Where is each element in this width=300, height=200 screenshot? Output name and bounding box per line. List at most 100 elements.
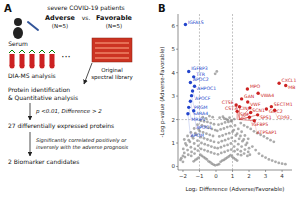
point: [230, 148, 233, 151]
person-body: [13, 27, 23, 39]
point: [236, 159, 239, 162]
point: [223, 144, 226, 147]
point: [251, 145, 254, 148]
highlighted-point: [189, 81, 192, 84]
x-tick: [182, 170, 183, 172]
annotation: Serum: [8, 40, 28, 47]
point-label: IGFALS: [188, 20, 204, 25]
point: [203, 143, 206, 146]
point: [247, 151, 250, 154]
tube-bottom: [10, 64, 15, 69]
point: [223, 151, 226, 154]
point: [183, 151, 186, 154]
point: [179, 159, 182, 162]
annotation: Protein identification: [8, 86, 70, 93]
point-label: ATPSAP1: [257, 130, 277, 135]
annotation: Original: [101, 67, 123, 74]
point: [228, 116, 231, 119]
point: [182, 160, 185, 163]
point-label: APOM: [190, 133, 204, 138]
point: [226, 119, 229, 122]
point: [246, 142, 249, 145]
point: [208, 115, 211, 118]
tube-cap: [9, 50, 15, 53]
point: [206, 121, 209, 124]
flow-arrow: [30, 132, 31, 156]
axes: −2−1012340123456: [172, 14, 293, 179]
label-leader: [190, 101, 193, 113]
y-tick-label: 6: [172, 23, 176, 29]
highlighted-point: [256, 92, 259, 95]
point: [186, 149, 189, 152]
point: [182, 147, 185, 150]
point: [243, 152, 246, 155]
annotation: Significantly correlated positively or: [36, 137, 127, 144]
point-label: CD93: [277, 115, 290, 120]
point: [183, 138, 186, 141]
point: [223, 127, 226, 130]
point: [214, 72, 217, 75]
point: [246, 155, 249, 158]
point: [230, 136, 233, 139]
y-tick: [176, 72, 178, 73]
point: [247, 137, 250, 140]
point: [196, 139, 199, 142]
tube-bottom: [30, 64, 35, 69]
syringe: [28, 22, 38, 30]
point: [206, 138, 209, 141]
annotation: 2 Biomarker candidates: [8, 158, 79, 165]
x-tick-label: 0: [214, 173, 218, 179]
point-label: SARA4: [193, 111, 208, 116]
book-line: [95, 48, 129, 49]
point: [187, 139, 190, 142]
point: [236, 148, 239, 151]
highlighted-point: [256, 113, 259, 116]
tube-cap: [49, 50, 55, 53]
annotation: severe COVID-19 patients: [47, 4, 124, 12]
highlighted-point: [184, 23, 187, 26]
point: [193, 147, 196, 150]
point: [274, 160, 277, 163]
point: [233, 118, 236, 121]
point: [192, 160, 195, 163]
tube-bottom: [50, 64, 55, 69]
y-tick-label: 3: [172, 93, 176, 99]
point-label: CTSE: [222, 100, 234, 105]
y-tick-label: 2: [172, 117, 176, 123]
point: [187, 153, 190, 156]
point: [184, 142, 187, 145]
point: [197, 144, 200, 147]
label-leader: [194, 111, 197, 128]
point: [254, 149, 257, 152]
highlighted-point: [240, 97, 243, 100]
point: [239, 150, 242, 153]
point: [226, 126, 229, 129]
point: [190, 151, 193, 154]
book-line: [95, 43, 129, 44]
point: [244, 134, 247, 137]
y-tick-label: 4: [172, 70, 176, 76]
annotation: & Quantitative analysis: [8, 94, 78, 102]
y-axis-label: -Log p-value (Adverse-Favorable): [159, 47, 166, 138]
label-leader: [250, 108, 253, 110]
annotation: inversely with the adverse prognosis: [36, 144, 129, 151]
point: [281, 162, 284, 165]
point: [220, 146, 223, 149]
point: [208, 133, 211, 136]
point-label: IGFBP5: [252, 122, 268, 127]
y-tick: [176, 143, 178, 144]
point: [243, 124, 246, 127]
library-book: [92, 38, 132, 62]
label-leader: [258, 93, 261, 95]
annotation: p <0.01, Difference > 2: [35, 108, 102, 115]
person-head: [14, 18, 22, 26]
point: [216, 147, 219, 150]
annotation: ···: [61, 51, 71, 62]
highlighted-point: [187, 70, 190, 73]
point: [242, 138, 245, 141]
tube-cap: [39, 50, 45, 53]
connector-line: [239, 120, 254, 121]
point: [229, 125, 232, 128]
point: [284, 163, 287, 166]
point: [218, 163, 221, 166]
